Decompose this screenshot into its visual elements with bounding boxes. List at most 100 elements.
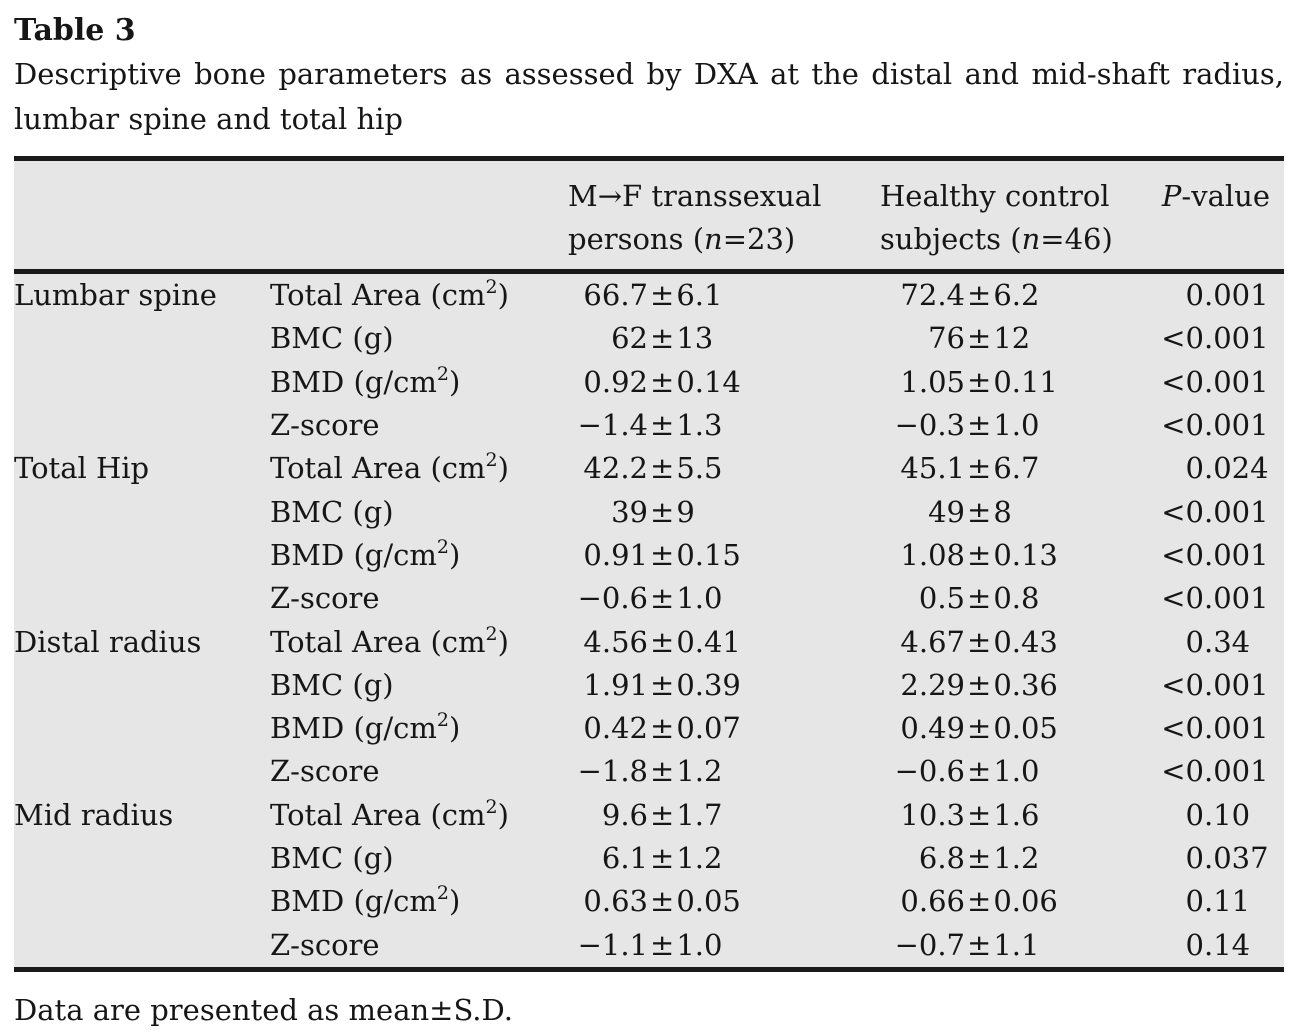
hc-value-cell: 4.67±0.43 bbox=[900, 624, 1058, 659]
mf-value-cell: 0.42±0.07 bbox=[583, 711, 741, 746]
site-cell bbox=[14, 923, 270, 969]
table-row: BMC (g) 39±9 49±8 <0.001 bbox=[14, 490, 1284, 533]
header-hc-line2: subjects (n=46) bbox=[880, 222, 1113, 256]
parameter-cell: Total Area (cm2) bbox=[270, 449, 509, 486]
mf-value-cell: −1.4±1.3 bbox=[577, 408, 723, 443]
hc-value-cell: 45.1±6.7 bbox=[900, 451, 1040, 486]
p-value-cell: 0.34 bbox=[1185, 624, 1251, 659]
site-cell bbox=[14, 707, 270, 750]
site-cell: Mid radius bbox=[14, 797, 174, 832]
table-row: Distal radius Total Area (cm2) 4.56±0.41 4.… bbox=[14, 620, 1284, 663]
parameter-cell: BMD (g/cm2) bbox=[270, 362, 461, 399]
parameter-cell: Z-score bbox=[270, 754, 380, 789]
site-cell: Lumbar spine bbox=[14, 278, 217, 313]
p-value-cell: <0.001 bbox=[1161, 408, 1269, 443]
p-value-cell: 0.037 bbox=[1185, 841, 1269, 875]
parameter-cell: Z-score bbox=[270, 408, 380, 443]
hc-value-cell: 0.49±0.05 bbox=[900, 711, 1058, 746]
parameter-cell: Z-score bbox=[270, 581, 380, 616]
parameter-cell: BMD (g/cm2) bbox=[270, 709, 461, 746]
site-cell bbox=[14, 664, 270, 707]
hc-value-cell: 72.4±6.2 bbox=[900, 278, 1040, 313]
superscript: 2 bbox=[485, 622, 498, 645]
table-row: BMD (g/cm2) 0.63±0.05 0.66±0.06 0.11 bbox=[14, 880, 1284, 923]
table-title: Table 3 bbox=[14, 13, 136, 48]
superscript: 2 bbox=[436, 362, 449, 385]
site-cell bbox=[14, 880, 270, 923]
superscript: 2 bbox=[485, 795, 498, 818]
table-row: BMC (g) 6.1±1.2 6.8±1.2 0.037 bbox=[14, 837, 1284, 880]
hc-value-cell: 1.08±0.13 bbox=[900, 537, 1058, 572]
mf-value-cell: 9.6±1.7 bbox=[601, 797, 723, 832]
parameter-cell: Total Area (cm2) bbox=[270, 622, 509, 659]
table-body: Lumbar spine Total Area (cm2) 66.7±6.1 72.4… bbox=[14, 272, 1284, 970]
header-row: M→F transsexual persons (n=23) Healthy c… bbox=[14, 158, 1284, 274]
mf-value-cell: 62±13 bbox=[611, 321, 714, 356]
parameter-cell: Z-score bbox=[270, 927, 380, 962]
italic-n: n bbox=[704, 222, 723, 256]
p-value-cell: <0.001 bbox=[1161, 581, 1269, 616]
p-value-cell: 0.024 bbox=[1185, 451, 1269, 486]
site-cell: Distal radius bbox=[14, 624, 202, 659]
table-row: BMC (g) 1.91±0.39 2.29±0.36 <0.001 bbox=[14, 664, 1284, 707]
hc-value-cell: −0.3±1.0 bbox=[894, 408, 1040, 443]
site-cell bbox=[14, 837, 270, 880]
table-row: Z-score −1.1±1.0 −0.7±1.1 0.14 bbox=[14, 923, 1284, 969]
p-value-cell: <0.001 bbox=[1161, 537, 1269, 572]
parameter-cell: Total Area (cm2) bbox=[270, 795, 509, 832]
parameter-cell: BMC (g) bbox=[270, 494, 394, 529]
hc-value-cell: 49±8 bbox=[928, 494, 1012, 529]
mf-value-cell: 39±9 bbox=[611, 494, 695, 529]
mf-value-cell: 66.7±6.1 bbox=[583, 278, 723, 313]
p-value-cell: <0.001 bbox=[1161, 667, 1269, 702]
site-cell bbox=[14, 534, 270, 577]
mf-value-cell: 0.91±0.15 bbox=[583, 537, 741, 572]
table-row: Z-score −0.6±1.0 0.5±0.8 <0.001 bbox=[14, 577, 1284, 620]
table-row: Mid radius Total Area (cm2) 9.6±1.7 10.3±1.… bbox=[14, 794, 1284, 837]
mf-value-cell: 0.92±0.14 bbox=[583, 364, 741, 399]
p-value-cell: <0.001 bbox=[1161, 711, 1269, 746]
table-footnote: Data are presented as mean±S.D. bbox=[14, 992, 513, 1027]
superscript: 2 bbox=[436, 709, 449, 732]
parameter-cell: BMD (g/cm2) bbox=[270, 882, 461, 919]
hc-value-cell: 1.05±0.11 bbox=[900, 364, 1058, 399]
table-row: BMD (g/cm2) 0.92±0.14 1.05±0.11 <0.001 bbox=[14, 361, 1284, 404]
mf-value-cell: −1.8±1.2 bbox=[577, 754, 723, 789]
mf-value-cell: 4.56±0.41 bbox=[583, 624, 741, 659]
mf-value-cell: −0.6±1.0 bbox=[577, 581, 723, 616]
site-cell bbox=[14, 404, 270, 447]
hc-value-cell: 0.66±0.06 bbox=[900, 884, 1058, 919]
header-hc-line1: Healthy control bbox=[880, 179, 1110, 213]
parameter-cell: BMC (g) bbox=[270, 321, 394, 356]
p-value-cell: 0.14 bbox=[1185, 927, 1251, 962]
hc-value-cell: 6.8±1.2 bbox=[918, 841, 1040, 875]
p-value-cell: <0.001 bbox=[1161, 754, 1269, 789]
p-value-cell: 0.10 bbox=[1185, 797, 1251, 832]
site-cell bbox=[14, 750, 270, 793]
site-cell bbox=[14, 361, 270, 404]
site-cell bbox=[14, 490, 270, 533]
superscript: 2 bbox=[436, 535, 449, 558]
italic-n: n bbox=[1021, 222, 1041, 256]
hc-value-cell: 0.5±0.8 bbox=[918, 581, 1040, 616]
table-row: Z-score −1.8±1.2 −0.6±1.0 <0.001 bbox=[14, 750, 1284, 793]
mf-value-cell: 0.63±0.05 bbox=[583, 884, 741, 919]
parameter-cell: BMC (g) bbox=[270, 841, 394, 875]
superscript: 2 bbox=[436, 882, 449, 905]
table-caption: Descriptive bone parameters as assessed … bbox=[14, 52, 1284, 142]
table-row: BMD (g/cm2) 0.42±0.07 0.49±0.05 <0.001 bbox=[14, 707, 1284, 750]
table-row: BMC (g) 62±13 76±12 <0.001 bbox=[14, 317, 1284, 360]
data-table: M→F transsexual persons (n=23) Healthy c… bbox=[14, 156, 1284, 972]
hc-value-cell: 10.3±1.6 bbox=[900, 797, 1040, 832]
header-mf-line2: persons (n=23) bbox=[568, 222, 796, 256]
site-cell bbox=[14, 577, 270, 620]
superscript: 2 bbox=[485, 449, 498, 472]
parameter-cell: Total Area (cm2) bbox=[270, 276, 509, 313]
table-row: Total Hip Total Area (cm2) 42.2±5.5 45.1±6.… bbox=[14, 447, 1284, 490]
header-site-empty bbox=[14, 158, 270, 274]
table-row: Z-score −1.4±1.3 −0.3±1.0 <0.001 bbox=[14, 404, 1284, 447]
header-hc-group: Healthy control subjects (n=46) bbox=[880, 158, 1154, 274]
hc-value-cell: 2.29±0.36 bbox=[900, 667, 1058, 702]
hc-value-cell: −0.7±1.1 bbox=[894, 927, 1040, 962]
